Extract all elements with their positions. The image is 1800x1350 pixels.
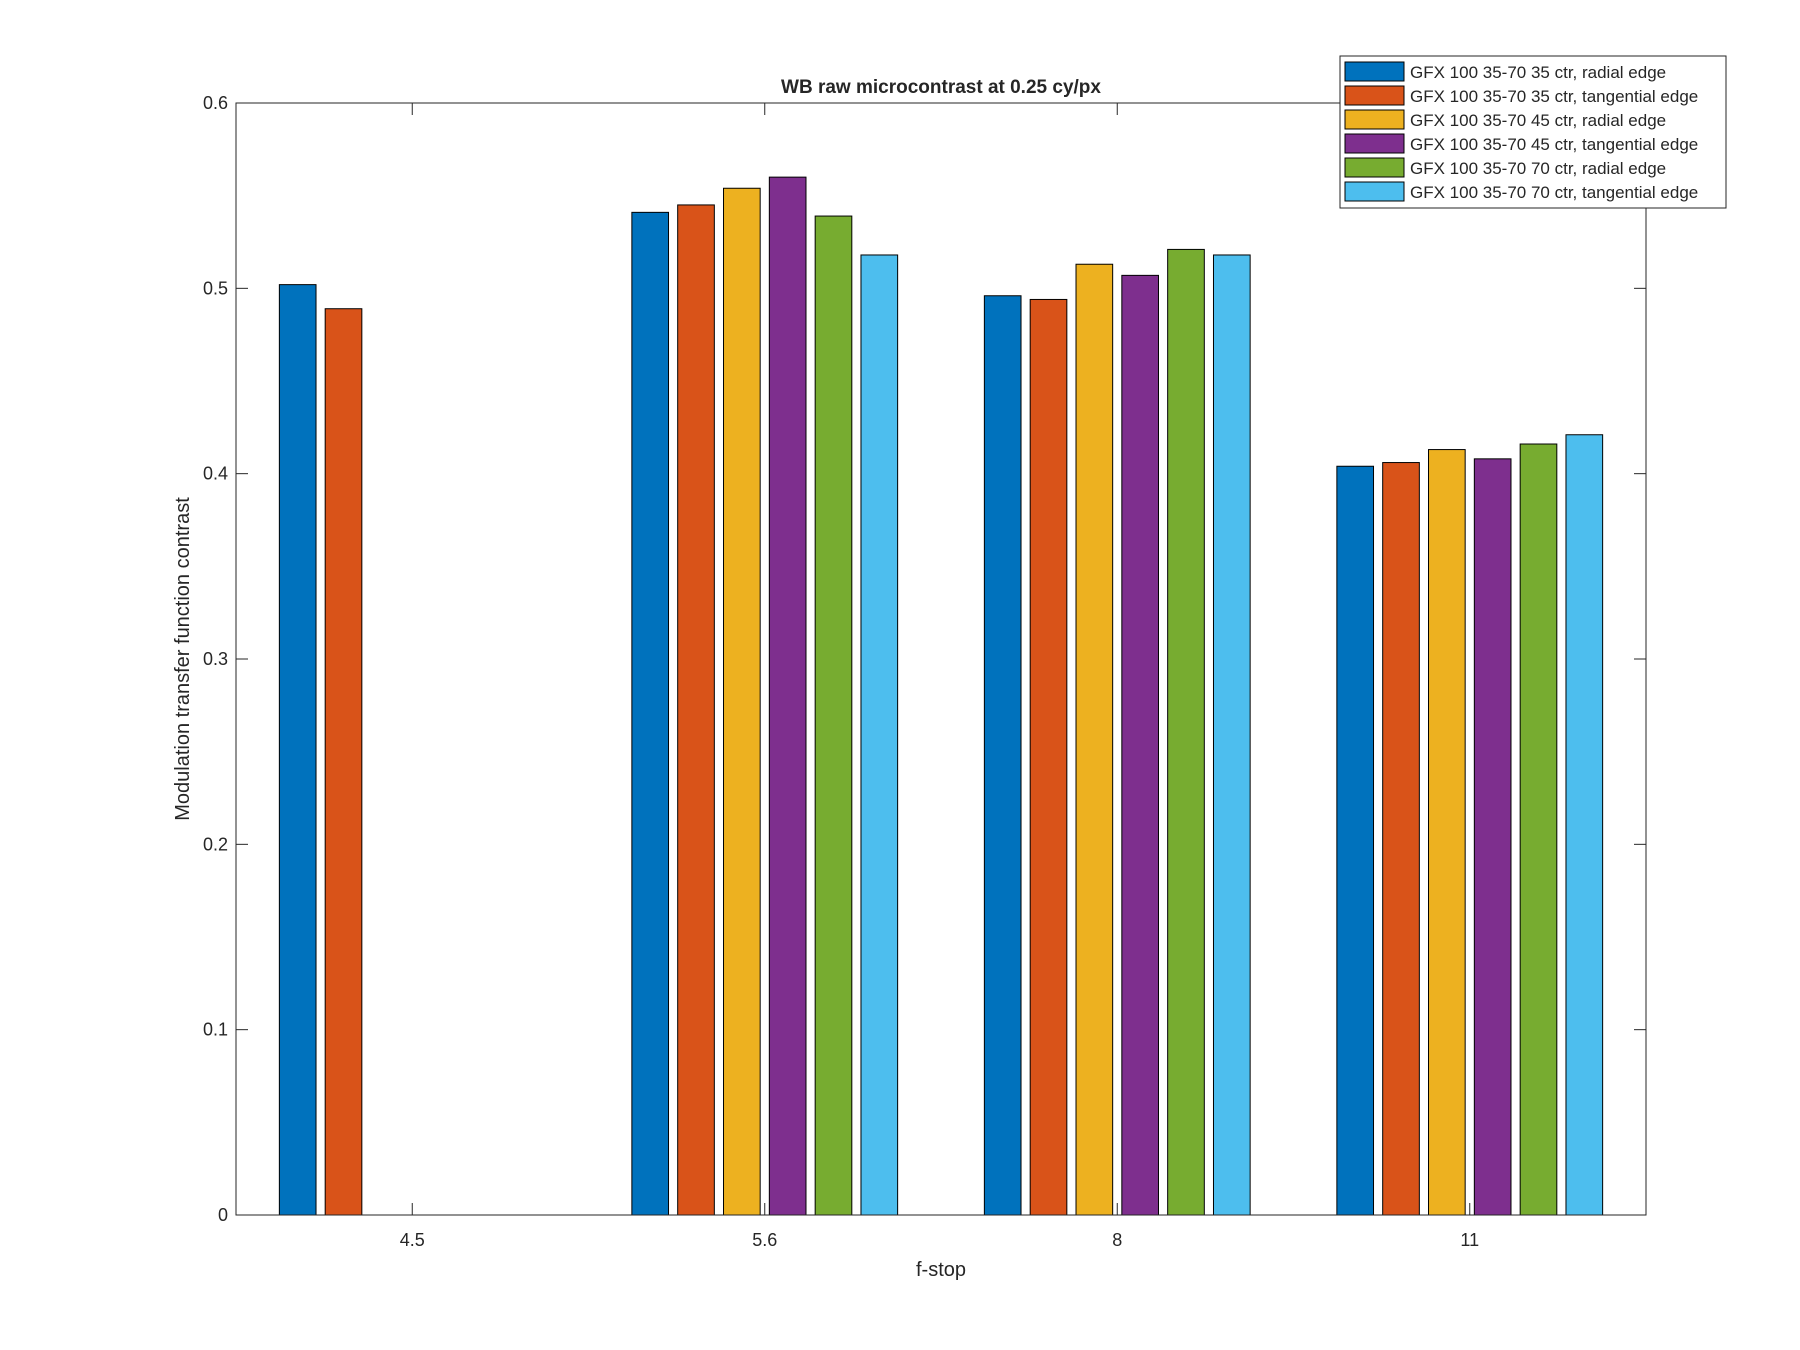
legend-label: GFX 100 35-70 35 ctr, tangential edge bbox=[1410, 87, 1698, 106]
bar-11-series-6 bbox=[1565, 434, 1604, 1216]
bar-11-series-2 bbox=[1382, 462, 1420, 1216]
legend-swatch bbox=[1344, 133, 1405, 154]
bar-11-series-3 bbox=[1428, 449, 1466, 1216]
bar-11-series-5 bbox=[1519, 443, 1558, 1216]
bars-group bbox=[278, 176, 1604, 1216]
x-tick-label: 4.5 bbox=[400, 1230, 425, 1250]
legend-swatch bbox=[1344, 61, 1405, 82]
bar-8-series-1 bbox=[983, 295, 1022, 1216]
bar-4.5-series-1 bbox=[278, 284, 317, 1216]
legend-swatch bbox=[1344, 85, 1405, 106]
x-tick-label: 5.6 bbox=[752, 1230, 777, 1250]
bar-5.6-series-1 bbox=[631, 211, 670, 1216]
y-axis-ticks: 0 0.1 0.2 0.3 0.4 0.5 0.6 bbox=[203, 93, 1646, 1225]
bar-5.6-series-6 bbox=[860, 254, 899, 1216]
bar-4.5-series-2 bbox=[324, 308, 363, 1216]
y-tick-label: 0.4 bbox=[203, 464, 228, 484]
legend-label: GFX 100 35-70 70 ctr, radial edge bbox=[1410, 159, 1666, 178]
bar-5.6-series-4 bbox=[768, 176, 807, 1216]
legend-label: GFX 100 35-70 45 ctr, radial edge bbox=[1410, 111, 1666, 130]
bar-8-series-4 bbox=[1121, 274, 1159, 1216]
legend-swatch bbox=[1344, 157, 1405, 178]
y-axis-label: Modulation transfer function contrast bbox=[172, 497, 194, 821]
legend-label: GFX 100 35-70 70 ctr, tangential edge bbox=[1410, 183, 1698, 202]
x-tick-label: 8 bbox=[1112, 1230, 1122, 1250]
y-tick-label: 0.6 bbox=[203, 93, 228, 113]
bar-5.6-series-5 bbox=[814, 215, 853, 1216]
bar-8-series-2 bbox=[1029, 298, 1068, 1216]
y-tick-label: 0.2 bbox=[203, 834, 228, 854]
bar-5.6-series-3 bbox=[723, 187, 761, 1216]
bar-11-series-1 bbox=[1336, 465, 1375, 1216]
y-tick-label: 0.3 bbox=[203, 649, 228, 669]
legend: GFX 100 35-70 35 ctr, radial edge GFX 100… bbox=[1339, 55, 1727, 209]
x-axis-ticks: 4.5 5.6 8 11 bbox=[400, 103, 1479, 1250]
legend-label: GFX 100 35-70 35 ctr, radial edge bbox=[1410, 63, 1666, 82]
y-tick-label: 0.1 bbox=[203, 1020, 228, 1040]
legend-swatch bbox=[1344, 181, 1405, 202]
bar-11-series-4 bbox=[1473, 458, 1512, 1216]
bar-8-series-3 bbox=[1075, 263, 1114, 1216]
x-axis-label: f-stop bbox=[916, 1259, 966, 1281]
bar-8-series-5 bbox=[1167, 248, 1205, 1216]
bar-5.6-series-2 bbox=[677, 204, 715, 1216]
legend-swatch bbox=[1344, 109, 1405, 130]
legend-label: GFX 100 35-70 45 ctr, tangential edge bbox=[1410, 135, 1698, 154]
chart-title: WB raw microcontrast at 0.25 cy/px bbox=[781, 77, 1101, 98]
bar-8-series-6 bbox=[1212, 254, 1251, 1216]
y-tick-label: 0.5 bbox=[203, 278, 228, 298]
x-tick-label: 11 bbox=[1460, 1230, 1479, 1250]
y-tick-label: 0 bbox=[218, 1205, 228, 1225]
